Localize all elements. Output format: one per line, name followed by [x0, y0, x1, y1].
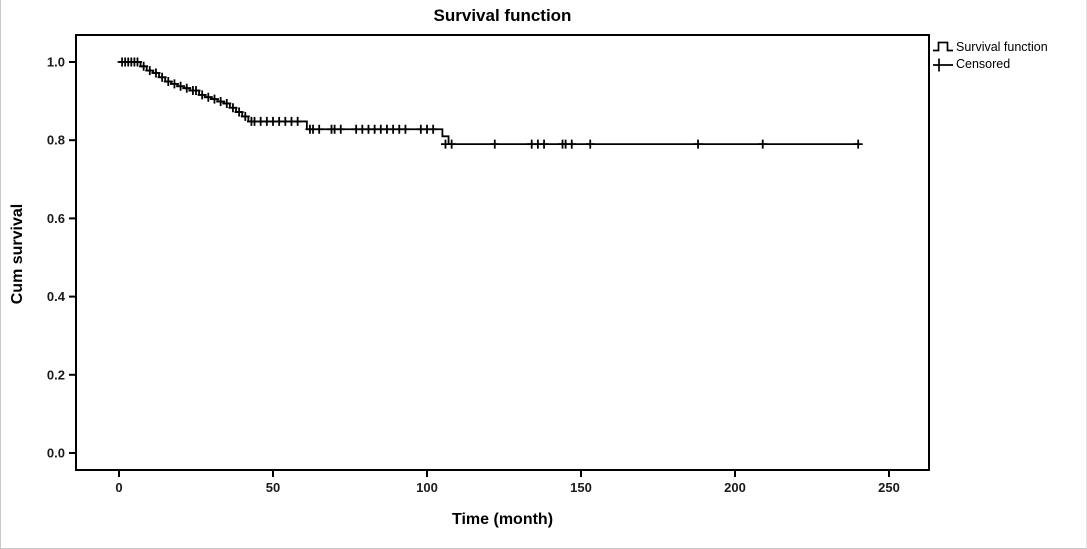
x-tick-label: 0 [115, 480, 122, 495]
y-tick-label: 0.6 [47, 211, 65, 226]
x-tick-label: 150 [570, 480, 592, 495]
y-tick-label: 0.8 [47, 133, 65, 148]
step-line-icon [933, 41, 953, 52]
plus-icon [933, 58, 953, 72]
legend-item-censored: Censored [932, 56, 1048, 72]
y-tick-label: 0.2 [47, 367, 65, 382]
chart-title: Survival function [433, 6, 572, 25]
plot-frame [75, 34, 930, 471]
y-tick-label: 1.0 [47, 55, 65, 70]
x-axis-label: Time (month) [451, 511, 554, 528]
y-tick-label: 0.4 [47, 289, 66, 304]
y-axis-label: Cum survival [9, 203, 26, 305]
x-tick-label: 250 [878, 480, 900, 495]
x-tick-label: 200 [724, 480, 746, 495]
legend-label-survival: Survival function [956, 39, 1048, 54]
censor-marks [117, 57, 863, 149]
x-tick-label: 50 [266, 480, 280, 495]
x-tick-label: 100 [416, 480, 438, 495]
legend: Survival function Censored [932, 39, 1048, 72]
y-tick-label: 0.0 [47, 446, 65, 461]
legend-item-survival: Survival function [932, 39, 1048, 55]
legend-label-censored: Censored [956, 56, 1011, 71]
